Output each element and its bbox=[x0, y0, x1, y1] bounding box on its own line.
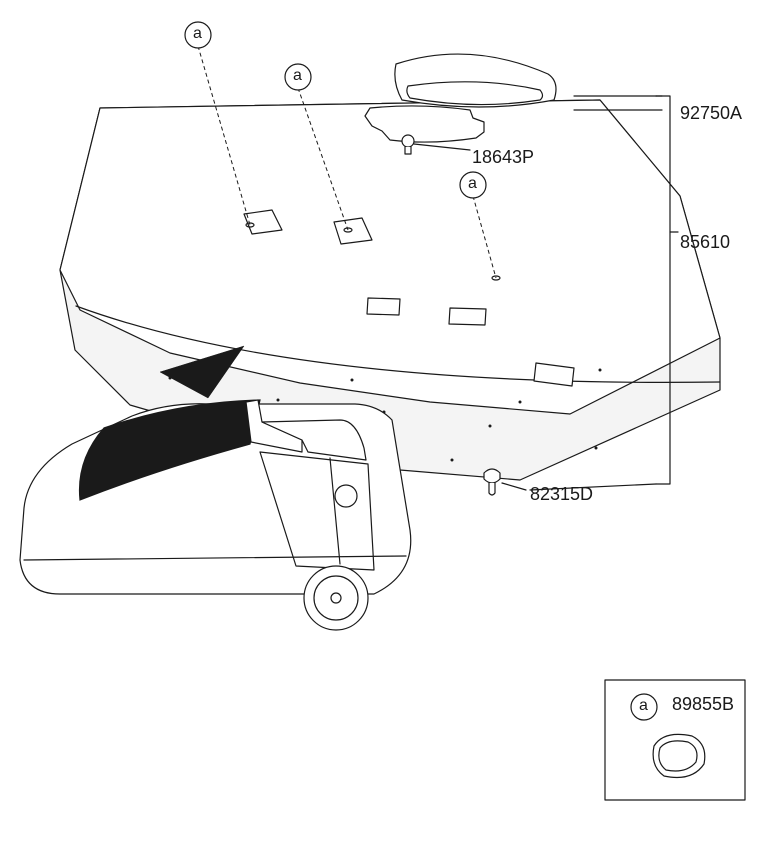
balloon-label-0: a bbox=[193, 25, 202, 43]
panel-hole bbox=[519, 401, 522, 404]
panel-slot-3 bbox=[449, 308, 486, 325]
panel-hole bbox=[599, 369, 602, 372]
diagram-canvas bbox=[0, 0, 777, 848]
panel-slot-2 bbox=[367, 298, 400, 315]
car-fuel-cap bbox=[335, 485, 357, 507]
callout-92750A: 92750A bbox=[680, 103, 742, 124]
panel-hole bbox=[351, 379, 354, 382]
legend-balloon-label: a bbox=[639, 697, 648, 715]
panel-hole bbox=[277, 399, 280, 402]
panel-hole bbox=[451, 459, 454, 462]
car-wheel-hub bbox=[331, 593, 341, 603]
plug-cap bbox=[484, 469, 500, 483]
bulb-base bbox=[405, 147, 411, 154]
balloon-label-2: a bbox=[468, 175, 477, 193]
balloon-label-1: a bbox=[293, 67, 302, 85]
callout-82315D: 82315D bbox=[530, 484, 593, 505]
callout-18643P: 18643P bbox=[472, 147, 534, 168]
callout-89855B: 89855B bbox=[672, 694, 734, 715]
panel-hole bbox=[489, 425, 492, 428]
leader-82315D bbox=[502, 483, 526, 490]
panel-hole bbox=[595, 447, 598, 450]
plug-stem bbox=[489, 483, 495, 495]
callout-85610: 85610 bbox=[680, 232, 730, 253]
bulb-glass bbox=[402, 135, 414, 147]
